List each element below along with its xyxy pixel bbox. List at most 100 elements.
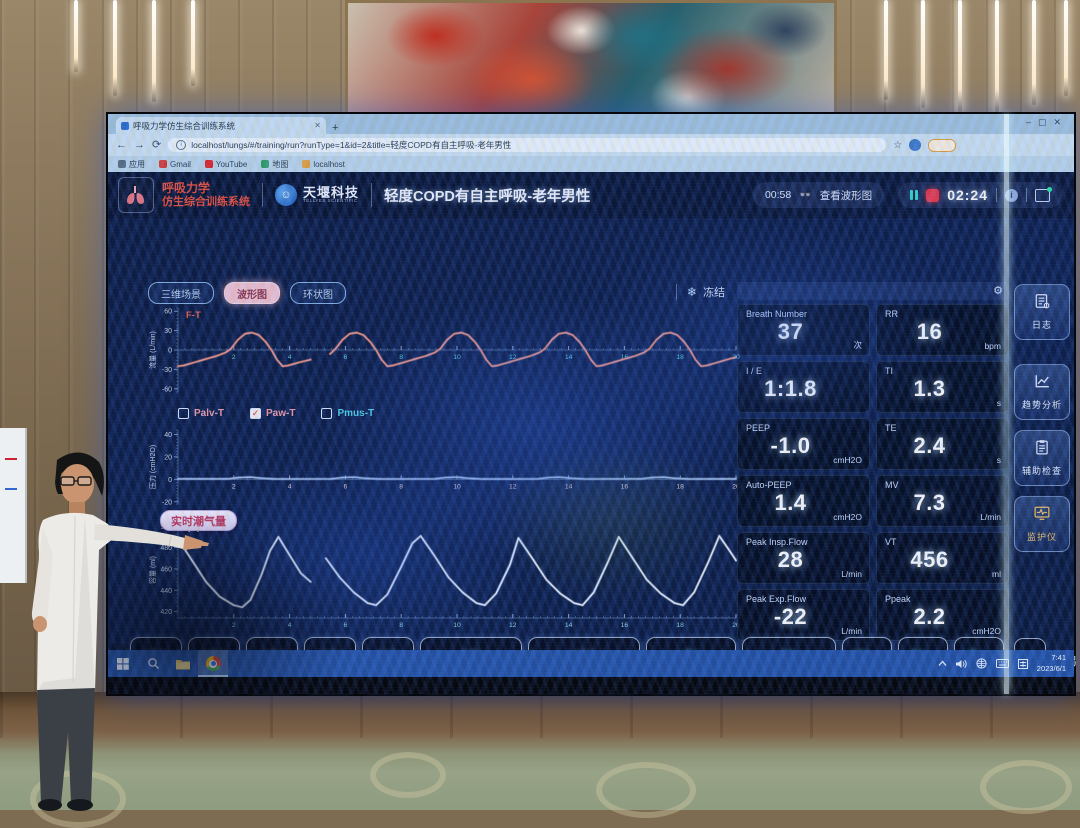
- param-unit: s: [996, 398, 1001, 408]
- view-tab-2[interactable]: 波形图: [224, 282, 280, 304]
- param-label: Auto-PEEP: [746, 480, 792, 490]
- param-tile-auto-peep: Auto-PEEP 1.4 cmH2O: [737, 475, 870, 527]
- param-unit: L/min: [980, 512, 1001, 522]
- svg-text:14: 14: [565, 354, 573, 361]
- param-unit: L/min: [841, 626, 862, 636]
- pressure-time-chart: 40 20 0 -20 2 4 6 8 10 12 14 16 18 20 压力 (cmH2O): [148, 426, 740, 516]
- favicon: [121, 121, 129, 130]
- address-bar[interactable]: i localhost/lungs/#/training/run?runType…: [168, 138, 887, 152]
- bookmark-star-icon[interactable]: ☆: [893, 139, 903, 151]
- svg-text:16: 16: [621, 483, 629, 490]
- trend-icon: [1034, 373, 1050, 394]
- checkbox[interactable]: [178, 408, 189, 419]
- screen-bezel: [108, 677, 1074, 694]
- wall-light-strip: [1064, 0, 1068, 96]
- param-label: Peak Exp.Flow: [746, 594, 807, 604]
- param-value: 28: [777, 547, 804, 572]
- training-app: 呼吸力学 仿生综合训练系统 ☺ 天堰科技 TELLYES SCIENTIFIC …: [108, 172, 1077, 692]
- svg-text:10: 10: [453, 483, 461, 490]
- bookmark-item[interactable]: localhost: [302, 160, 345, 169]
- view-waveform-pill[interactable]: 00:58 👓 查看波形图: [752, 182, 885, 208]
- param-tile-mv: MV 7.3 L/min: [876, 475, 1009, 527]
- view-tab-3[interactable]: 环状图: [290, 282, 346, 304]
- svg-text:8: 8: [399, 483, 403, 490]
- legend-checkbox-paw-t[interactable]: ✓ Paw-T: [250, 408, 295, 419]
- param-value: 7.3: [913, 490, 946, 515]
- param-value: -1.0: [770, 433, 811, 458]
- forward-icon[interactable]: →: [134, 138, 145, 151]
- brand-line1: 呼吸力学: [162, 180, 211, 195]
- param-label: MV: [885, 480, 899, 490]
- bookmark-label: YouTube: [215, 159, 248, 169]
- svg-text:4: 4: [288, 354, 292, 361]
- browser-tab-bar: 呼吸力学仿生综合训练系统 ✕ + –▢✕: [108, 114, 1074, 134]
- checkbox[interactable]: [321, 408, 333, 419]
- new-tab-icon[interactable]: +: [332, 122, 339, 134]
- checkbox-checked[interactable]: ✓: [250, 408, 262, 419]
- legend-checkbox-palv-t[interactable]: Palv-T: [178, 408, 224, 419]
- back-icon[interactable]: ←: [116, 138, 127, 151]
- browser-update-chip[interactable]: [928, 138, 957, 152]
- wall-light-strip: [995, 0, 999, 112]
- tray-expand-icon[interactable]: [938, 660, 947, 667]
- sidebar-button-trend[interactable]: 趋势分析: [1014, 364, 1070, 420]
- sidebar-button-patient-monitor[interactable]: 监护仪: [1014, 496, 1070, 552]
- bookmark-item[interactable]: YouTube: [204, 159, 248, 169]
- site-info-icon[interactable]: i: [176, 140, 187, 150]
- param-label: PEEP: [746, 423, 771, 433]
- svg-text:2: 2: [232, 483, 236, 490]
- elapsed-time: 00:58: [764, 189, 792, 201]
- volume-icon[interactable]: [955, 659, 967, 669]
- patient-monitor-icon: [1034, 505, 1050, 526]
- reload-icon[interactable]: ⟳: [152, 138, 162, 151]
- param-label: TE: [885, 423, 897, 433]
- divider: [1026, 188, 1027, 202]
- freeze-button[interactable]: ❄ 冻结: [676, 284, 725, 300]
- apps-grid-icon: [118, 160, 126, 168]
- param-tile-rr: RR 16 bpm: [876, 304, 1009, 356]
- info-icon[interactable]: i: [1005, 188, 1018, 202]
- bookmark-item[interactable]: Gmail: [159, 160, 191, 169]
- svg-text:F-T: F-T: [186, 310, 201, 321]
- app-header: 呼吸力学 仿生综合训练系统 ☺ 天堰科技 TELLYES SCIENTIFIC …: [108, 172, 1074, 218]
- sidebar-button-log[interactable]: 日志: [1014, 284, 1070, 340]
- param-label: Ppeak: [885, 594, 911, 604]
- pause-icon[interactable]: [910, 190, 919, 200]
- param-value: 1:1.8: [764, 376, 817, 401]
- ime-icon[interactable]: [1017, 658, 1028, 669]
- window-controls[interactable]: –▢✕: [1025, 117, 1068, 127]
- browser-profile-avatar[interactable]: [909, 139, 922, 151]
- param-unit: 次: [853, 340, 862, 350]
- param-tile-breath-number: Breath Number 37 次: [737, 304, 870, 356]
- svg-text:0: 0: [168, 348, 172, 355]
- sidebar-label: 日志: [1031, 320, 1052, 330]
- wall-light-strip: [191, 0, 195, 86]
- bookmark-item[interactable]: 应用: [118, 159, 145, 170]
- network-icon[interactable]: [976, 658, 987, 669]
- browser-tab[interactable]: 呼吸力学仿生综合训练系统 ✕: [116, 117, 326, 134]
- param-value: 37: [777, 319, 804, 344]
- vendor-subtitle: TELLYES SCIENTIFIC: [303, 198, 358, 204]
- record-icon[interactable]: [1035, 186, 1052, 202]
- svg-text:6: 6: [344, 483, 348, 490]
- touch-keyboard-icon[interactable]: [995, 659, 1009, 668]
- browser-tab-title: 呼吸力学仿生综合训练系统: [133, 120, 236, 131]
- param-value: 456: [910, 547, 949, 572]
- sidebar-button-aux-exam[interactable]: 辅助检查: [1014, 430, 1070, 486]
- gear-icon[interactable]: ⚙: [993, 285, 1003, 297]
- divider: [371, 183, 373, 207]
- gmail-icon: [159, 160, 167, 168]
- divider: [996, 188, 997, 202]
- stop-icon[interactable]: [926, 188, 940, 202]
- svg-text:2: 2: [232, 622, 236, 629]
- tab-close-icon[interactable]: ✕: [314, 121, 321, 130]
- taskbar-clock[interactable]: 7:41 2023/6/1: [1037, 653, 1066, 673]
- browser-toolbar: ← → ⟳ i localhost/lungs/#/training/run?r…: [108, 134, 1074, 156]
- bookmark-item[interactable]: 地图: [261, 159, 288, 170]
- view-tab-1[interactable]: 三维场景: [148, 282, 214, 304]
- whiteboard: [0, 428, 27, 583]
- svg-text:4: 4: [288, 622, 292, 629]
- param-tile-peak-insp-flow: Peak Insp.Flow 28 L/min: [737, 532, 870, 584]
- legend-checkbox-pmus-t[interactable]: Pmus-T: [321, 408, 374, 419]
- svg-text:18: 18: [676, 483, 684, 490]
